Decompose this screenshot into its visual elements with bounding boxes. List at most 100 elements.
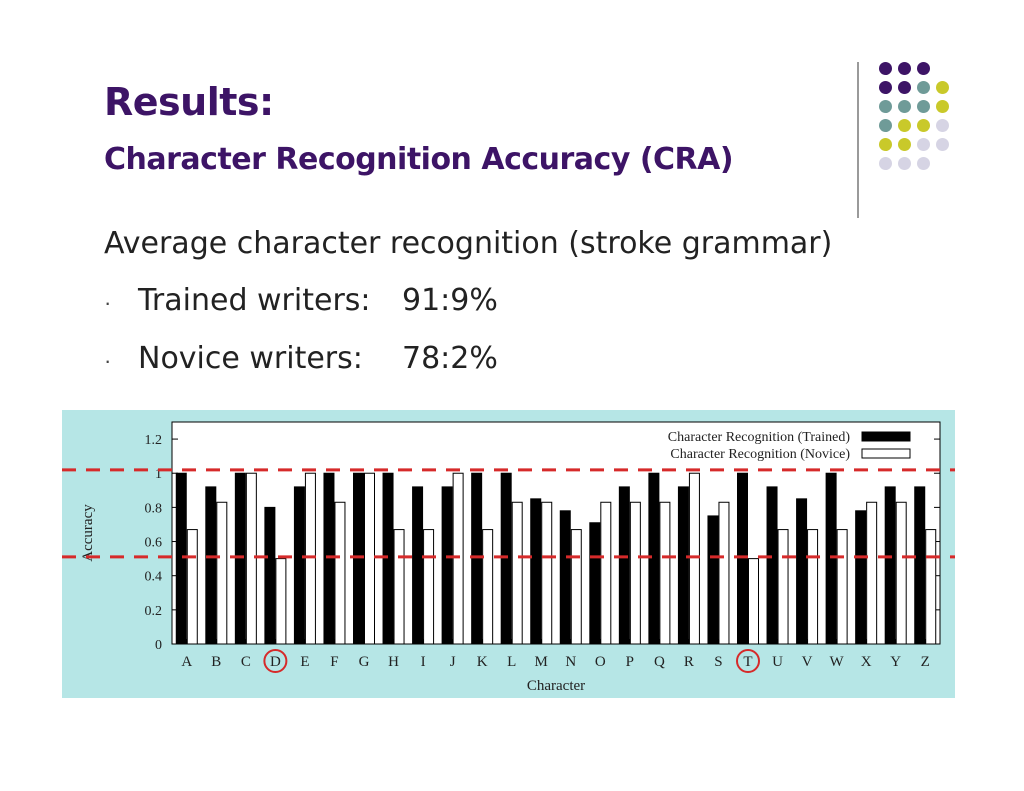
x-tick-label: F — [330, 654, 338, 670]
decorative-dot — [917, 157, 930, 170]
bar-trained — [323, 472, 335, 645]
x-tick-label: P — [626, 654, 634, 670]
bar-trained — [825, 472, 837, 645]
x-tick-label: Y — [890, 654, 901, 670]
accuracy-chart-svg: 0 0.2 0.4 0.6 0.8 1 1.2 Accuracy A B C D E F G H I J K L M N O… — [62, 410, 955, 698]
bar-trained — [293, 486, 305, 645]
decorative-dot — [898, 81, 911, 94]
decorative-dot — [879, 119, 892, 132]
bar-trained — [500, 472, 512, 645]
bar-novice — [482, 529, 494, 645]
legend-label-novice: Character Recognition (Novice) — [670, 447, 850, 462]
bar-trained — [441, 486, 453, 645]
body-heading: Average character recognition (stroke gr… — [104, 226, 833, 261]
bar-trained — [382, 472, 394, 645]
bullet-marker: · — [104, 290, 112, 315]
x-tick-label: C — [241, 654, 251, 670]
decorative-dot — [898, 100, 911, 113]
bar-novice — [275, 558, 287, 645]
x-tick-label: W — [830, 654, 845, 670]
bar-novice — [836, 529, 848, 645]
bar-novice — [511, 501, 523, 645]
bar-trained — [589, 522, 601, 645]
y-tick-label: 0.2 — [145, 604, 163, 619]
x-tick-label: S — [714, 654, 722, 670]
highlight-circle — [263, 649, 288, 673]
decorative-dot — [879, 100, 892, 113]
decorative-dot — [936, 119, 949, 132]
bar-novice — [718, 501, 730, 645]
bar-trained — [707, 515, 719, 645]
x-tick-label: N — [565, 654, 576, 670]
bar-trained — [648, 472, 660, 645]
bar-novice — [334, 501, 346, 645]
bullet-marker: · — [104, 348, 112, 373]
decorative-dot — [917, 100, 930, 113]
decorative-dot — [936, 81, 949, 94]
header-divider — [857, 62, 859, 218]
y-tick-label: 1 — [155, 467, 162, 482]
x-tick-label: R — [684, 654, 694, 670]
bar-trained — [559, 510, 571, 645]
bar-novice — [866, 501, 878, 645]
x-tick-label: V — [802, 654, 813, 670]
y-axis-label: Accuracy — [80, 504, 96, 562]
highlight-circle — [736, 649, 760, 673]
x-tick-label: K — [477, 654, 488, 670]
bar-novice — [304, 472, 316, 645]
bar-novice — [570, 529, 582, 645]
bar-novice — [777, 529, 789, 645]
bar-novice — [895, 501, 907, 645]
x-tick-label: B — [211, 654, 221, 670]
y-tick-label: 0.8 — [145, 501, 163, 516]
decorative-dot — [898, 62, 911, 75]
bar-trained — [471, 472, 483, 645]
bar-novice — [216, 501, 228, 645]
x-tick-label: U — [772, 654, 783, 670]
x-tick-label: M — [535, 654, 548, 670]
decorative-dot — [898, 157, 911, 170]
x-tick-label: Z — [921, 654, 930, 670]
slide-subtitle: Character Recognition Accuracy (CRA) — [104, 142, 734, 177]
bar-trained — [205, 486, 217, 645]
x-tick-label: L — [507, 654, 516, 670]
bar-trained — [796, 498, 808, 645]
decorative-dot — [898, 119, 911, 132]
bullet-novice-value: 78:2% — [402, 341, 498, 376]
x-tick-label: X — [861, 654, 872, 670]
bar-trained — [884, 486, 896, 645]
bar-trained — [618, 486, 630, 645]
bullet-trained-value: 91:9% — [402, 283, 498, 318]
bar-novice — [364, 472, 375, 645]
x-tick-label: A — [181, 654, 192, 670]
accuracy-chart: 0 0.2 0.4 0.6 0.8 1 1.2 Accuracy A B C D E F G H I J K L M N O… — [62, 410, 955, 698]
bar-trained — [677, 486, 689, 645]
decorative-dot — [917, 138, 930, 151]
decorative-dot — [898, 138, 911, 151]
decorative-dot — [917, 81, 930, 94]
bar-novice — [186, 529, 198, 645]
bar-novice — [423, 529, 435, 645]
bar-novice — [629, 501, 641, 645]
legend-swatch-novice — [861, 448, 911, 459]
bar-novice — [688, 472, 700, 645]
bar-novice — [748, 558, 759, 645]
legend-swatch-trained — [861, 431, 911, 442]
bar-trained — [234, 472, 246, 645]
bar-trained — [412, 486, 424, 645]
decorative-dot — [879, 62, 892, 75]
decorative-dot — [879, 138, 892, 151]
x-tick-label: D — [270, 654, 281, 670]
decorative-dot — [936, 100, 949, 113]
bar-novice — [245, 472, 257, 645]
x-tick-label: J — [450, 654, 456, 670]
decorative-dot-grid — [870, 60, 970, 200]
x-tick-label: T — [743, 654, 752, 670]
decorative-dot — [936, 138, 949, 151]
legend-label-trained: Character Recognition (Trained) — [668, 430, 851, 445]
bar-trained — [530, 498, 542, 645]
bar-trained — [264, 506, 276, 645]
x-tick-label: Q — [654, 654, 665, 670]
bar-trained — [737, 472, 748, 645]
bar-trained — [914, 486, 926, 645]
